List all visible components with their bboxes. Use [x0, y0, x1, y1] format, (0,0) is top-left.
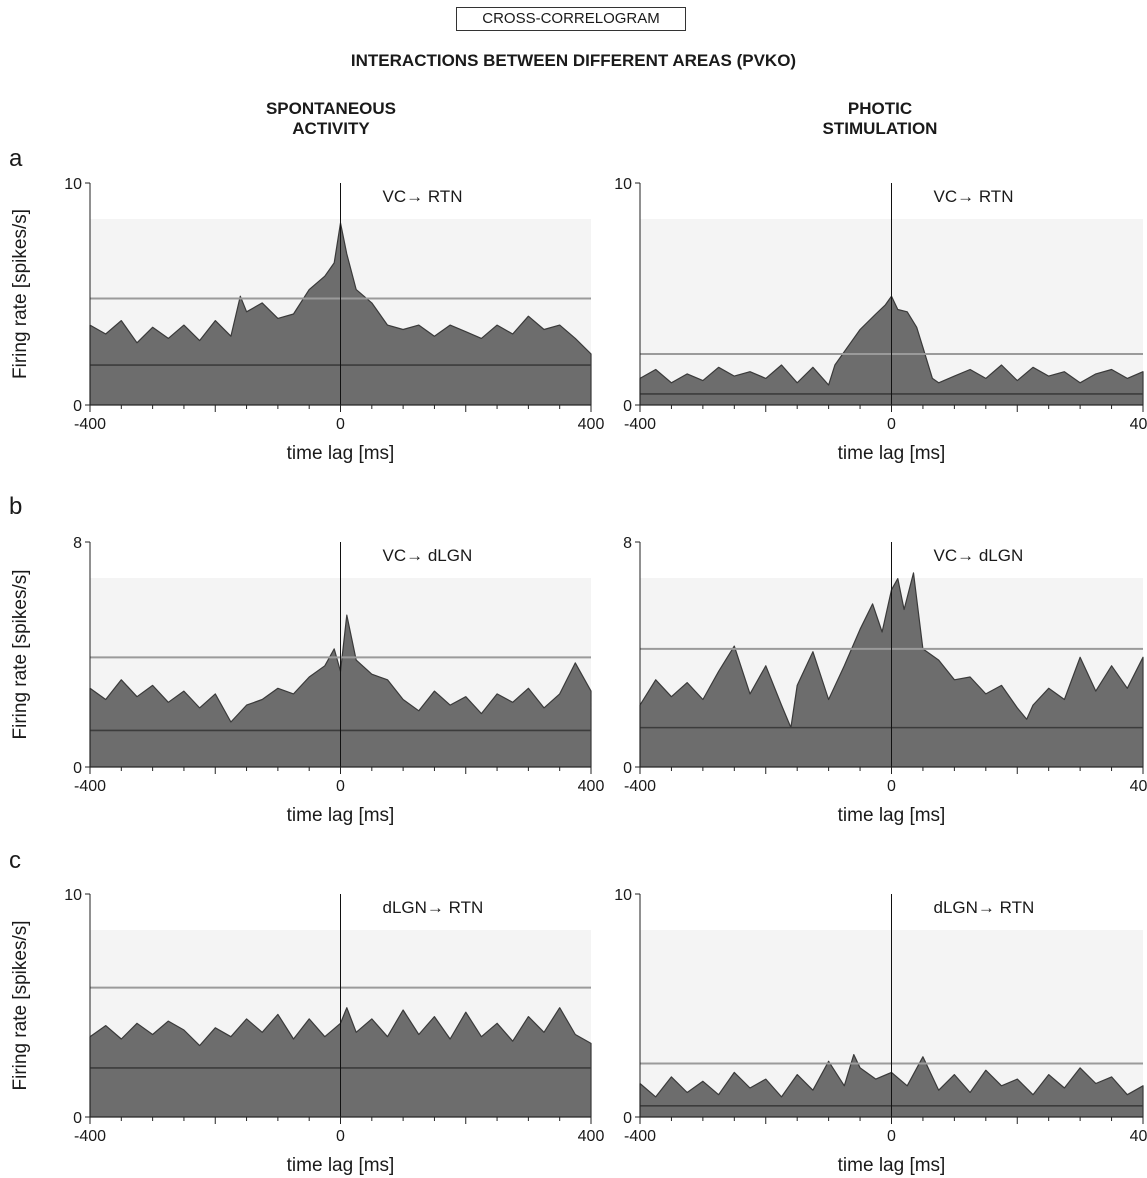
pathway-annotation: VC→ RTN: [934, 187, 1014, 206]
x-axis-label: time lag [ms]: [838, 1155, 946, 1176]
x-tick-label: -400: [74, 1128, 106, 1145]
x-tick-label: -400: [624, 416, 656, 433]
x-tick-label: 400: [1130, 778, 1147, 795]
x-tick-label: -400: [74, 416, 106, 433]
column-title-line: ACTIVITY: [292, 119, 370, 138]
x-tick-label: 400: [578, 416, 605, 433]
pathway-annotation: VC→ dLGN: [934, 546, 1024, 565]
x-tick-label: 0: [887, 416, 896, 433]
y-tick-label: 10: [64, 887, 82, 904]
column-title-photic: PHOTIC STIMULATION: [730, 99, 1030, 139]
pathway-annotation: VC→ dLGN: [383, 546, 473, 565]
column-title-line: SPONTANEOUS: [265, 99, 397, 118]
pathway-annotation: dLGN→ RTN: [383, 898, 484, 917]
boxed-title: CROSS-CORRELOGRAM: [456, 7, 686, 31]
y-axis-label: Firing rate [spikes/s]: [10, 921, 31, 1091]
x-axis-label: time lag [ms]: [838, 805, 946, 826]
x-axis-label: time lag [ms]: [838, 443, 946, 464]
column-title-line: STIMULATION: [822, 119, 938, 138]
x-tick-label: 0: [336, 778, 345, 795]
column-title-spontaneous: SPONTANEOUS ACTIVITY: [181, 99, 481, 139]
x-axis-label: time lag [ms]: [287, 1155, 395, 1176]
x-axis-label: time lag [ms]: [287, 805, 395, 826]
y-tick-label: 10: [614, 176, 632, 193]
x-tick-label: 0: [887, 1128, 896, 1145]
x-tick-label: 400: [578, 778, 605, 795]
y-tick-label: 8: [73, 535, 82, 552]
y-axis-label: Firing rate [spikes/s]: [10, 570, 31, 740]
x-axis-label: time lag [ms]: [287, 443, 395, 464]
x-tick-label: 0: [336, 416, 345, 433]
y-axis-label: Firing rate [spikes/s]: [10, 209, 31, 379]
x-tick-label: 400: [1130, 1128, 1147, 1145]
y-tick-label: 8: [623, 535, 632, 552]
y-tick-label: 0: [73, 398, 82, 415]
x-tick-label: -400: [624, 1128, 656, 1145]
y-tick-label: 0: [623, 398, 632, 415]
figure-title: INTERACTIONS BETWEEN DIFFERENT AREAS (PV…: [350, 51, 797, 70]
x-tick-label: 0: [887, 778, 896, 795]
y-tick-label: 0: [73, 1110, 82, 1127]
row-label: b: [9, 493, 22, 520]
y-tick-label: 0: [623, 1110, 632, 1127]
row-label: a: [9, 145, 23, 172]
y-tick-label: 0: [623, 760, 632, 777]
pathway-annotation: VC→ RTN: [383, 187, 463, 206]
row-label: c: [9, 847, 21, 874]
y-tick-label: 10: [614, 887, 632, 904]
x-tick-label: -400: [624, 778, 656, 795]
column-title-line: PHOTIC: [847, 99, 913, 118]
x-tick-label: 0: [336, 1128, 345, 1145]
x-tick-label: 400: [1130, 416, 1147, 433]
x-tick-label: -400: [74, 778, 106, 795]
y-tick-label: 10: [64, 176, 82, 193]
y-tick-label: 0: [73, 760, 82, 777]
pathway-annotation: dLGN→ RTN: [934, 898, 1035, 917]
x-tick-label: 400: [578, 1128, 605, 1145]
